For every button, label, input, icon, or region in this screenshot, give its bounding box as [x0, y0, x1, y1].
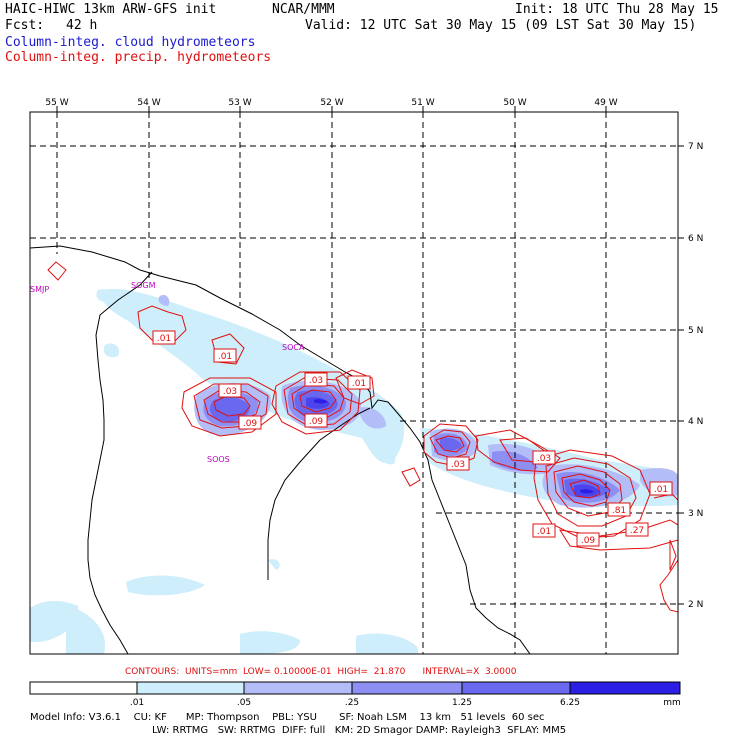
lon-label: 54 W [137, 98, 160, 108]
lon-label: 50 W [503, 98, 526, 108]
contour-label: .09 [576, 532, 600, 547]
valid-time: Valid: 12 UTC Sat 30 May 15 (09 LST Sat … [305, 18, 697, 33]
colorbar-tick: .05 [237, 698, 251, 708]
contour-label: .01 [347, 375, 371, 390]
svg-text:.01: .01 [218, 352, 232, 362]
contour-label: .01 [649, 481, 673, 496]
svg-text:.03: .03 [309, 376, 323, 386]
field-title-cloud: Column-integ. cloud hydrometeors [5, 35, 256, 50]
lat-label: 4 N [688, 417, 703, 427]
lon-label: 51 W [411, 98, 434, 108]
field-title-precip: Column-integ. precip. hydrometeors [5, 50, 272, 65]
contour-label: .27 [625, 522, 649, 537]
lon-label: 55 W [45, 98, 68, 108]
forecast-label: Fcst: [5, 18, 45, 33]
contour-label: .09 [304, 413, 328, 428]
station-label: SOOS [207, 455, 230, 464]
model-title: HAIC-HIWC 13km ARW-GFS init [5, 2, 217, 17]
lon-label: 49 W [594, 98, 617, 108]
lon-ticks [56, 106, 607, 112]
coastline [30, 245, 531, 654]
station-label: SOCA [282, 343, 305, 352]
contour-label: .01 [532, 523, 556, 538]
lon-label: 53 W [228, 98, 251, 108]
svg-text:.03: .03 [223, 387, 237, 397]
contour-label: .03 [304, 372, 328, 387]
latitude-labels: 7 N 6 N 5 N 4 N 3 N 2 N [688, 142, 703, 610]
lat-label: 3 N [688, 509, 703, 519]
contours-info: CONTOURS: UNITS=mm LOW= 0.10000E-01 HIGH… [125, 667, 517, 677]
svg-text:.03: .03 [451, 460, 465, 470]
station-labels: SMJP SOGM SOCA SOOS [30, 281, 305, 464]
lat-ticks [678, 145, 684, 605]
svg-text:.09: .09 [243, 419, 258, 429]
svg-text:.03: .03 [537, 454, 551, 464]
colorbar-tick: .25 [345, 698, 359, 708]
svg-text:.27: .27 [630, 526, 644, 536]
svg-text:.09: .09 [581, 536, 596, 546]
colorbar-tick: .01 [130, 698, 144, 708]
contour-value-labels: .01 .01 .03 .03 .01 .09 .09 .03 .03 .01 … [152, 330, 673, 547]
contour-label: .01 [213, 348, 237, 363]
init-time: Init: 18 UTC Thu 28 May 15 [515, 2, 719, 17]
svg-text:.01: .01 [654, 485, 668, 495]
colorbar-tick: 6.25 [560, 698, 580, 708]
lat-label: 2 N [688, 600, 703, 610]
svg-text:.01: .01 [352, 379, 366, 389]
svg-text:.01: .01 [537, 527, 551, 537]
forecast-hours: 42 h [66, 18, 98, 33]
colorbar-ticks: .01 .05 .25 1.25 6.25 mm [130, 698, 681, 708]
model-info-line-1: Model Info: V3.6.1 CU: KF MP: Thompson P… [30, 712, 545, 723]
contour-label: .03 [446, 456, 470, 471]
model-info-line-2: LW: RRTMG SW: RRTMG DIFF: full KM: 2D Sm… [152, 725, 567, 736]
colorbar-unit: mm [663, 698, 681, 708]
colorbar-tick: 1.25 [452, 698, 472, 708]
lon-label: 52 W [320, 98, 343, 108]
map-frame [29, 111, 679, 655]
contour-label: .03 [532, 450, 556, 465]
svg-text:.01: .01 [157, 334, 171, 344]
contour-label: .81 [607, 502, 631, 517]
lat-label: 5 N [688, 326, 703, 336]
contour-label: .01 [152, 330, 176, 345]
station-label: SMJP [30, 285, 49, 294]
station-label: SOGM [131, 281, 156, 290]
svg-text:.81: .81 [612, 506, 626, 516]
colorbar [29, 681, 681, 695]
lat-label: 7 N [688, 142, 703, 152]
svg-text:.09: .09 [309, 417, 324, 427]
contour-label: .03 [218, 383, 242, 398]
organization: NCAR/MMM [272, 2, 335, 17]
longitude-labels: 55 W 54 W 53 W 52 W 51 W 50 W 49 W [45, 98, 617, 108]
contour-label: .09 [238, 415, 262, 430]
lat-label: 6 N [688, 234, 703, 244]
